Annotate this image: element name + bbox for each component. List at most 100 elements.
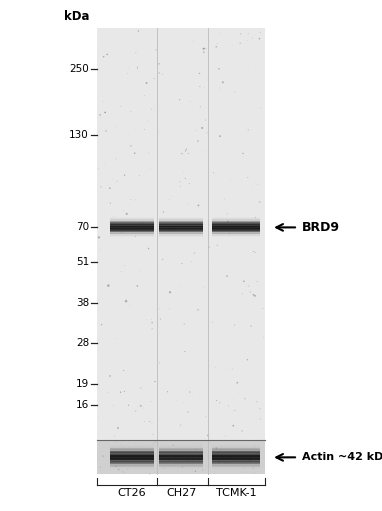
Point [178, 283, 184, 291]
Point [126, 301, 132, 309]
Point [107, 372, 113, 380]
Point [186, 448, 192, 456]
Bar [160, 450, 203, 451]
Point [171, 225, 177, 234]
Bar [212, 223, 260, 224]
Point [148, 398, 154, 406]
Bar [160, 448, 203, 449]
Bar [110, 446, 154, 447]
Point [209, 318, 215, 327]
Bar [212, 230, 260, 231]
Point [188, 98, 194, 106]
Point [237, 39, 243, 48]
Bar [110, 461, 154, 462]
Bar [212, 454, 260, 456]
Point [100, 53, 107, 61]
Point [152, 445, 158, 453]
Bar [212, 446, 260, 447]
Bar [212, 227, 260, 228]
Point [109, 223, 115, 231]
Point [123, 297, 129, 305]
Point [161, 464, 167, 472]
Bar [212, 220, 260, 221]
Point [145, 116, 151, 124]
Point [98, 183, 104, 191]
Bar [160, 463, 203, 464]
Point [228, 177, 234, 185]
Point [166, 196, 172, 204]
Point [137, 266, 143, 274]
Point [195, 137, 201, 145]
Point [240, 290, 246, 298]
Point [244, 356, 251, 364]
Bar [110, 453, 154, 454]
Point [125, 131, 131, 139]
Point [199, 450, 205, 458]
Point [120, 443, 126, 451]
Bar [110, 458, 154, 459]
Bar [160, 445, 203, 447]
Point [222, 458, 228, 467]
Bar [212, 232, 260, 233]
Point [110, 176, 116, 184]
Point [147, 165, 153, 173]
Bar [212, 217, 260, 219]
Point [155, 263, 161, 271]
Point [230, 40, 236, 48]
Bar [160, 233, 203, 235]
Point [130, 223, 136, 231]
Point [134, 63, 141, 71]
Bar [160, 466, 203, 468]
Point [201, 221, 207, 229]
Point [247, 407, 253, 415]
Bar [212, 218, 260, 219]
Point [245, 63, 251, 71]
Point [217, 84, 223, 92]
Bar [110, 224, 154, 225]
Point [251, 465, 257, 473]
Point [243, 241, 249, 249]
Bar [160, 461, 203, 462]
Bar [212, 468, 260, 469]
Bar [160, 451, 203, 453]
Point [230, 212, 236, 220]
Point [114, 437, 120, 445]
Point [245, 30, 251, 38]
Bar [110, 224, 154, 225]
Point [232, 88, 238, 96]
Point [118, 441, 124, 449]
Bar [110, 456, 154, 457]
Point [176, 96, 183, 104]
Point [168, 193, 175, 201]
Point [167, 288, 173, 296]
Point [166, 417, 172, 426]
Bar [160, 229, 203, 230]
Bar [160, 225, 203, 226]
Point [143, 276, 149, 285]
Point [135, 67, 141, 75]
Point [256, 28, 262, 36]
Point [212, 363, 219, 371]
Point [142, 91, 148, 100]
Point [143, 315, 149, 323]
Point [149, 324, 155, 333]
Point [217, 85, 223, 94]
Point [203, 413, 209, 421]
Point [254, 450, 260, 458]
Point [100, 97, 106, 105]
Point [120, 456, 126, 464]
Bar [110, 225, 154, 226]
Text: 19: 19 [76, 379, 89, 389]
Bar [110, 458, 154, 460]
Bar [160, 464, 203, 465]
Text: 130: 130 [69, 130, 89, 141]
Point [248, 322, 254, 330]
Point [118, 268, 124, 276]
Bar [212, 221, 260, 222]
Point [201, 44, 207, 53]
Point [102, 108, 108, 117]
Bar [212, 224, 260, 225]
Point [189, 454, 196, 462]
Point [231, 321, 238, 329]
Point [113, 122, 120, 130]
